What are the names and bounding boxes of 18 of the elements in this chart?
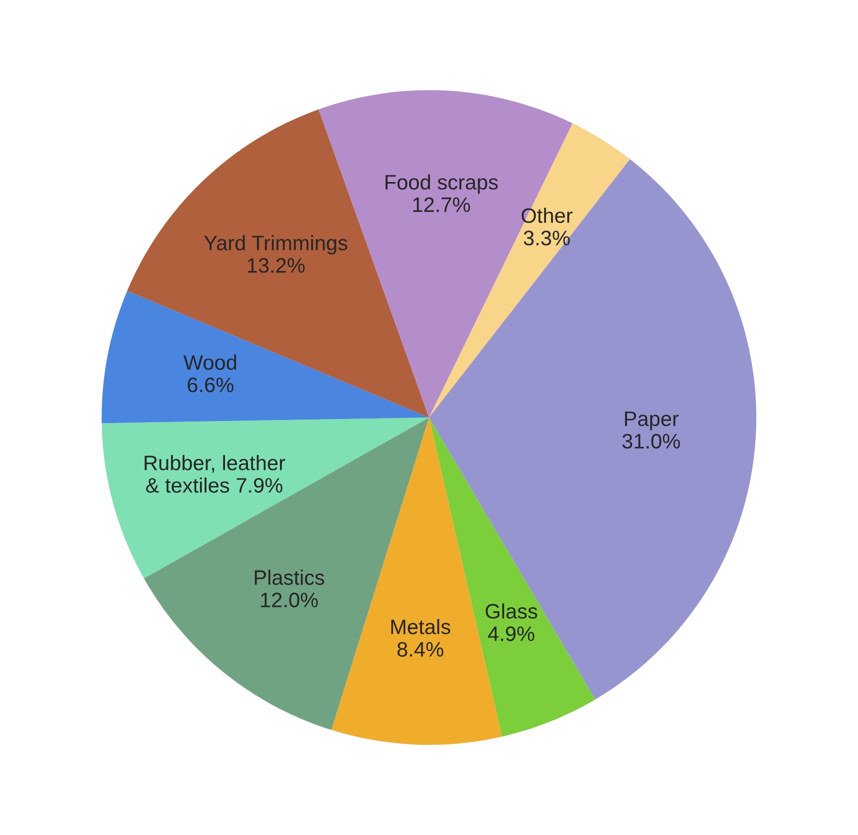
- slice-label: Glass: [486, 603, 538, 619]
- slice-label: Food scraps: [386, 174, 498, 194]
- slice-label: Plastics: [254, 570, 324, 585]
- slice-label: Other: [522, 208, 572, 223]
- data-label: 31.0%: [622, 434, 680, 449]
- data-label: 4.9%: [488, 626, 534, 642]
- slice-label: Paper: [625, 412, 679, 430]
- slice-label: Rubber, leather & textiles 7.9%: [144, 455, 286, 493]
- data-label: 12.0%: [261, 592, 318, 608]
- data-label: 6.6%: [188, 378, 234, 392]
- pie-slice: [102, 290, 429, 424]
- slice-label: Wood: [183, 354, 236, 370]
- data-label: 12.7%: [413, 197, 470, 212]
- data-label: 13.2%: [248, 258, 305, 273]
- data-label: 3.3%: [524, 230, 570, 246]
- data-label: 8.4%: [397, 642, 444, 657]
- slice-label: Yard Trimmings: [204, 235, 348, 254]
- slice-label: Metals: [391, 618, 450, 634]
